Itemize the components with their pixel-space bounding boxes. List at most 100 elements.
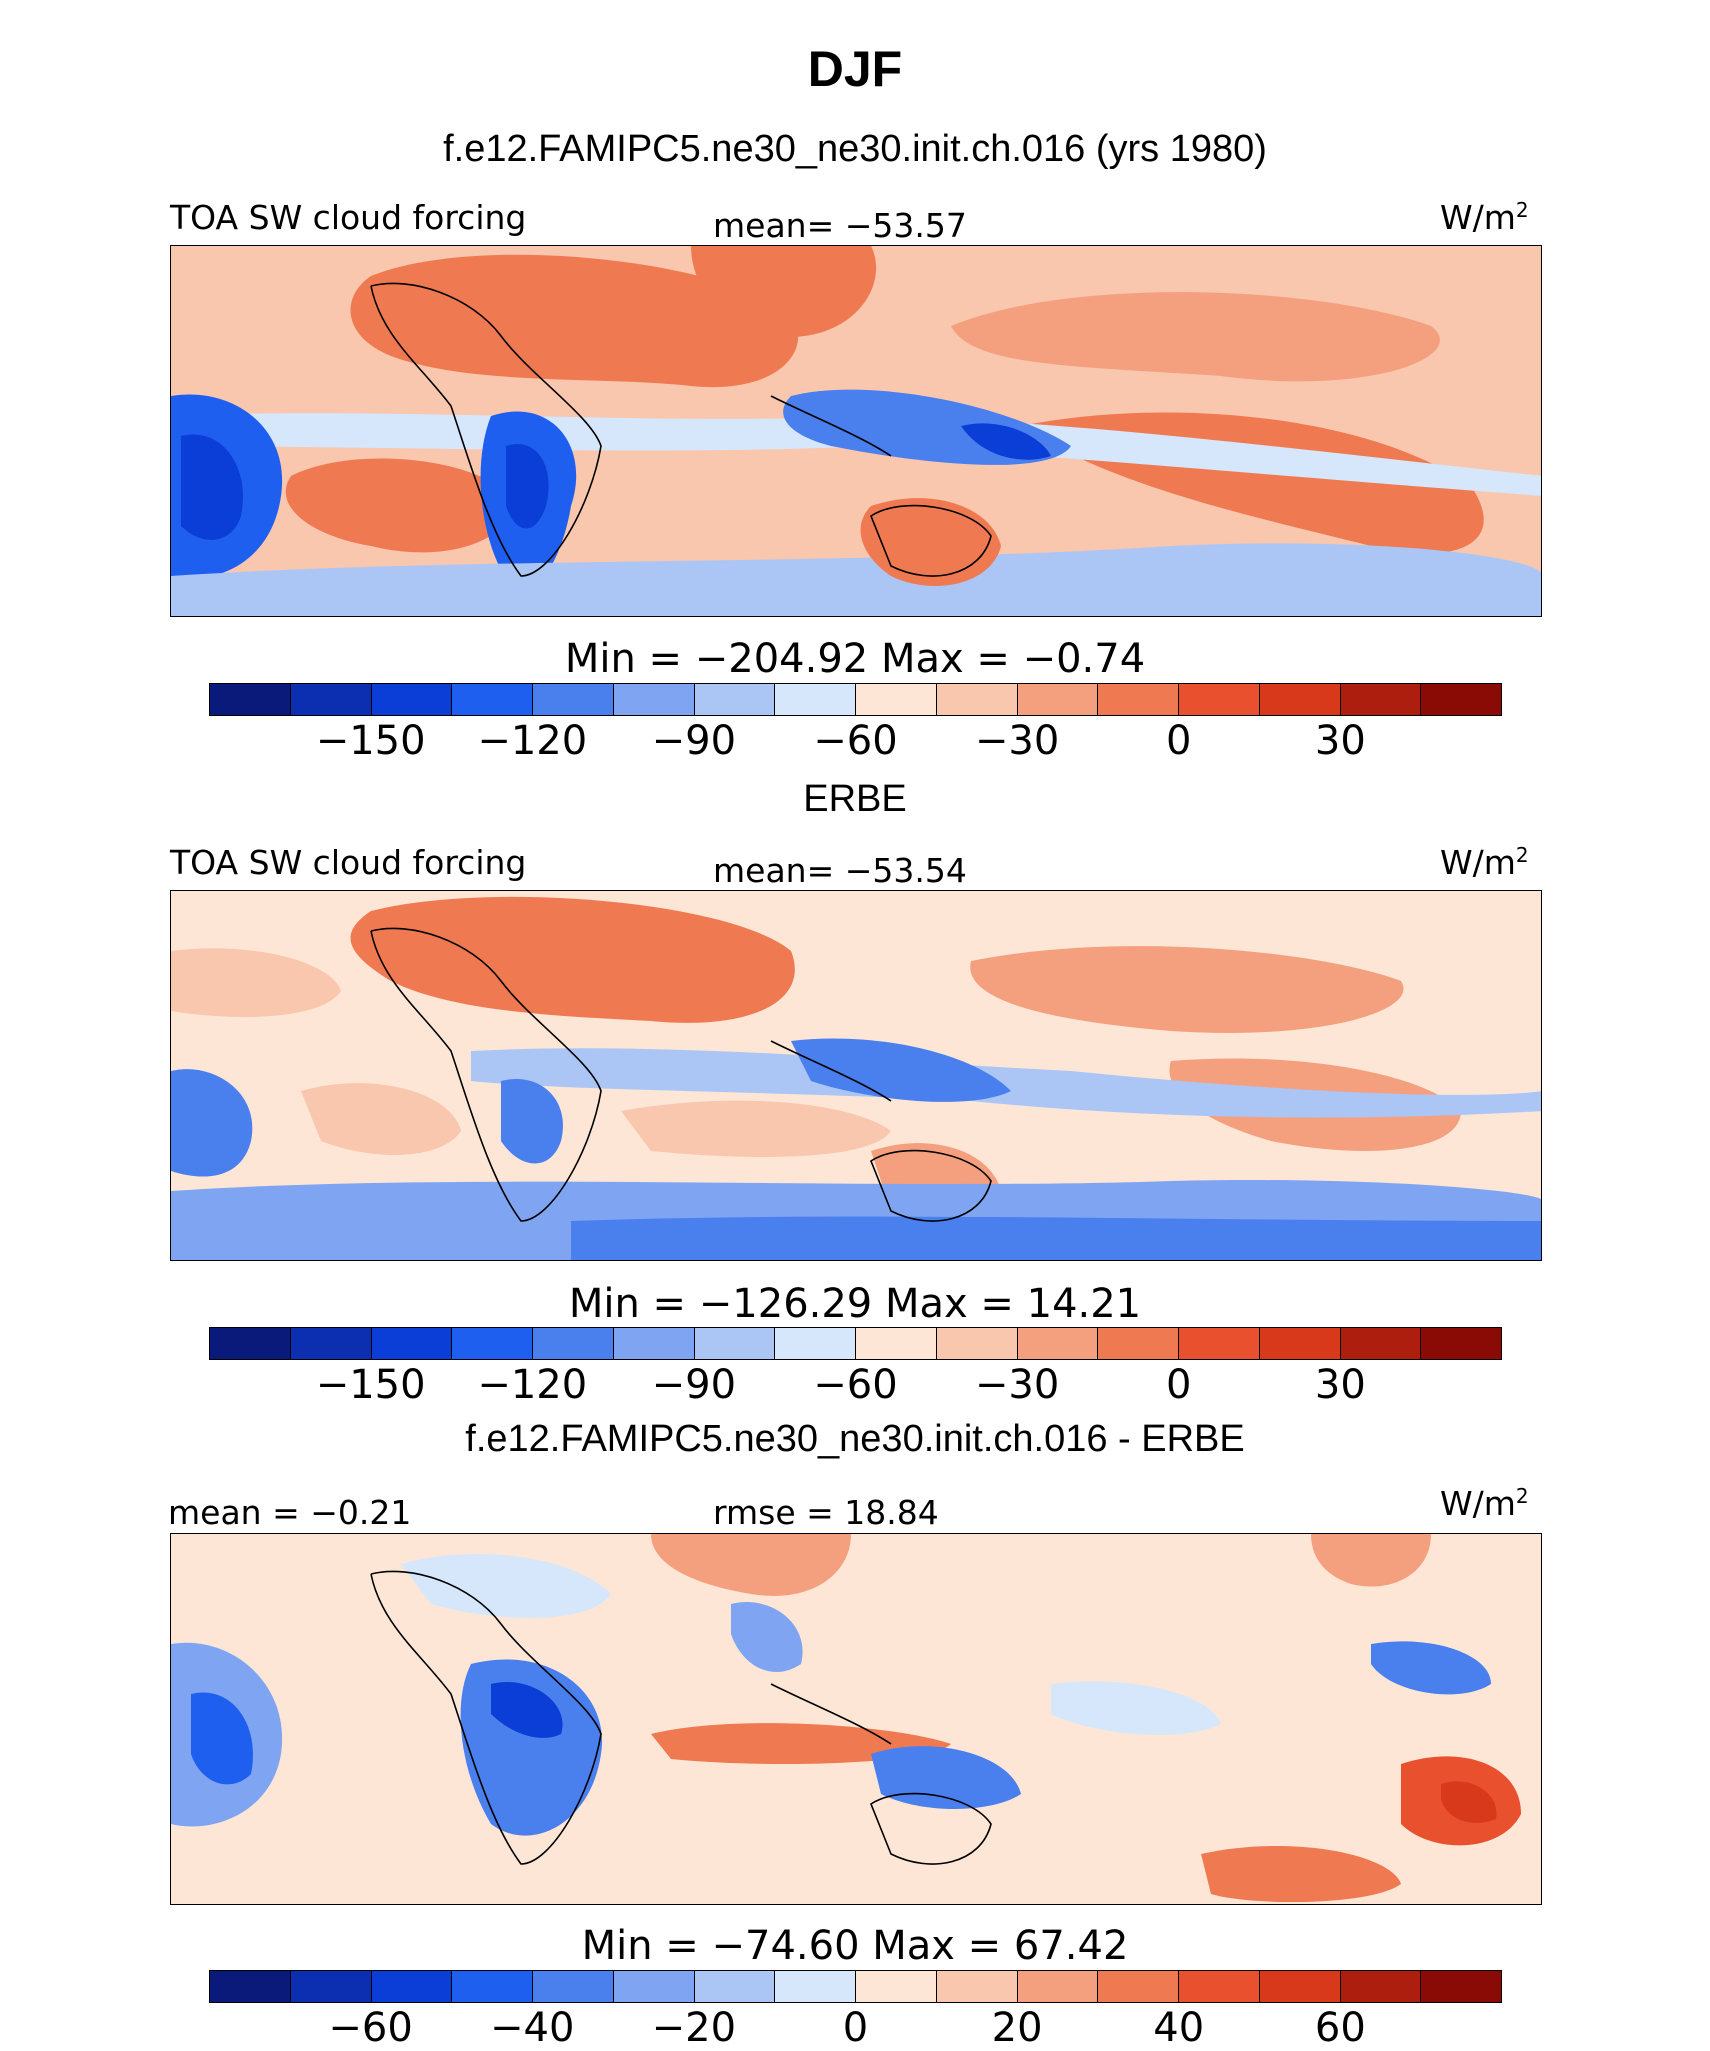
colorbar-segment (1340, 684, 1422, 715)
colorbar-segment (452, 684, 533, 715)
units-exponent: 2 (1515, 1484, 1529, 1508)
n-africa-arabia-high (350, 896, 795, 1023)
colorbar-tick-label: −30 (974, 718, 1060, 764)
colorbar-tick-label: 30 (1314, 1362, 1366, 1408)
panel-1-variable: TOA SW cloud forcing (170, 198, 527, 237)
colorbar-segment (613, 1971, 695, 2002)
panel-1-map (170, 245, 1542, 617)
colorbar-segment (371, 1328, 453, 1359)
panel-3-title: f.e12.FAMIPC5.ne30_ne30.init.ch.016 - ER… (465, 1418, 1245, 1460)
colorbar-tick-label: −40 (490, 2005, 575, 2051)
colorbar-segment (856, 1971, 937, 2002)
colorbar-segment (775, 1971, 856, 2002)
colorbar-segment (452, 1971, 533, 2002)
panel-2-title: ERBE (803, 778, 907, 820)
colorbar-segment (856, 1328, 937, 1359)
panel-2-variable: TOA SW cloud forcing (170, 843, 527, 882)
panel-2-units: W/m2 (1440, 843, 1529, 882)
colorbar-tick-label: 40 (1153, 2005, 1205, 2051)
colorbar-tick-label: −120 (477, 1362, 588, 1408)
colorbar-segment (290, 1328, 372, 1359)
colorbar-segment (1340, 1328, 1422, 1359)
se-pacific-core (1441, 1781, 1497, 1823)
panel-1-field (171, 246, 1541, 616)
pacific-blue (1371, 1641, 1491, 1695)
s-america-core (181, 434, 243, 540)
panel-2-field (171, 891, 1541, 1260)
colorbar-tick-label: −30 (974, 1362, 1060, 1408)
colorbar-tick-label: −150 (315, 1362, 426, 1408)
s-america-low (171, 1069, 253, 1177)
n-africa-blue (401, 1554, 611, 1618)
colorbar-segment (1421, 684, 1501, 715)
s-ocean-core (571, 1216, 1541, 1260)
colorbar-tick-label: −60 (328, 2005, 413, 2051)
panel-3-rmse: rmse = 18.84 (713, 1493, 939, 1532)
colorbar-segment (694, 1328, 776, 1359)
field-base (171, 1534, 1541, 1904)
panel-2-minmax: Min = −126.29 Max = 14.21 (568, 1281, 1142, 1327)
africa-core (506, 444, 549, 529)
n-atlantic-high (171, 948, 341, 1017)
panel-3-minmax: Min = −74.60 Max = 67.42 (581, 1923, 1129, 1969)
panel-3-map (170, 1533, 1542, 1905)
colorbar-segment (371, 1971, 453, 2002)
colorbar-segment (1421, 1971, 1501, 2002)
panel-1-title: f.e12.FAMIPC5.ne30_ne30.init.ch.016 (yrs… (443, 128, 1267, 170)
colorbar-segment (210, 1971, 291, 2002)
panel-3-units: W/m2 (1440, 1484, 1529, 1523)
colorbar-segment (613, 1328, 695, 1359)
panel-1-colorbar-ticks: −150 −120 −90 −60 −30 0 30 (209, 716, 1502, 766)
figure-title: DJF (807, 41, 903, 97)
colorbar-segment (1340, 1971, 1422, 2002)
colorbar-segment (1098, 1971, 1179, 2002)
panel-1-mean: mean= −53.57 (713, 206, 967, 245)
maritime-low (791, 1038, 1011, 1102)
panel-1-minmax: Min = −204.92 Max = −0.74 (564, 636, 1146, 682)
colorbar-tick-label: 60 (1314, 2005, 1366, 2051)
colorbar-tick-label: −60 (813, 1362, 898, 1408)
panel-1-colorbar (209, 683, 1502, 716)
panel-3-colorbar-ticks: −60 −40 −20 0 20 40 60 (209, 2003, 1502, 2051)
units-label: W/m (1440, 1484, 1516, 1523)
panel-2-colorbar (209, 1327, 1502, 1360)
n-pacific-high (970, 946, 1404, 1033)
australia-high (860, 498, 1001, 586)
panel-1-units: W/m2 (1440, 198, 1529, 237)
colorbar-segment (1017, 1328, 1099, 1359)
colorbar-segment (1179, 684, 1260, 715)
colorbar-segment (1421, 1328, 1501, 1359)
panel-2-colorbar-ticks: −150 −120 −90 −60 −30 0 30 (209, 1360, 1502, 1410)
colorbar-segment (210, 684, 291, 715)
panel-3-mean: mean = −0.21 (168, 1493, 412, 1532)
africa-low (501, 1079, 563, 1164)
units-label: W/m (1440, 198, 1516, 237)
colorbar-segment (775, 1328, 856, 1359)
units-exponent: 2 (1515, 198, 1529, 222)
colorbar-segment (452, 1328, 533, 1359)
colorbar-segment (936, 684, 1018, 715)
panel-2-map (170, 890, 1542, 1261)
central-pacific-blue (1051, 1681, 1221, 1735)
colorbar-tick-label: −90 (651, 718, 737, 764)
panel-3-colorbar (209, 1970, 1502, 2003)
itcz-band (471, 1048, 1541, 1118)
colorbar-segment (694, 684, 776, 715)
colorbar-segment (371, 684, 453, 715)
colorbar-tick-label: −60 (813, 718, 898, 764)
s-ocean-red (1201, 1845, 1401, 1903)
coast-outline (370, 927, 992, 1222)
colorbar-tick-label: 20 (991, 2005, 1043, 2051)
panel-3-field (171, 1534, 1541, 1904)
colorbar-segment (613, 684, 695, 715)
colorbar-segment (936, 1971, 1018, 2002)
maritime-core (961, 423, 1051, 460)
colorbar-tick-label: −120 (477, 718, 588, 764)
africa-core (491, 1682, 563, 1738)
units-exponent: 2 (1515, 843, 1529, 867)
colorbar-segment (856, 684, 937, 715)
colorbar-segment (210, 1328, 291, 1359)
asia-red (651, 1534, 851, 1596)
colorbar-segment (533, 684, 614, 715)
colorbar-segment (1017, 684, 1099, 715)
